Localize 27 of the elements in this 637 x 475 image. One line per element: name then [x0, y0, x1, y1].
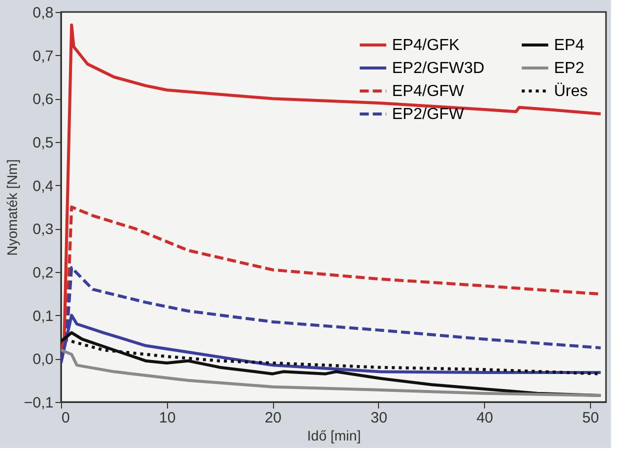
- y-tick-label: 0,7: [32, 48, 54, 65]
- legend-label: EP4/GFK: [392, 37, 460, 54]
- x-tick-label: 50: [582, 410, 599, 426]
- y-tick-label: 0,6: [32, 91, 54, 108]
- y-tick-label: 0,3: [32, 221, 54, 238]
- y-tick-label: 0,2: [32, 264, 54, 282]
- legend-label: Üres: [554, 82, 588, 100]
- legend-label: EP2: [554, 60, 584, 77]
- legend-label: EP2/GFW3D: [392, 60, 484, 77]
- x-tick-label: 30: [370, 410, 388, 426]
- y-axis-title: Nyomaték [Nm]: [4, 159, 20, 256]
- legend-label: EP4: [554, 37, 584, 54]
- line-series: [61, 348, 602, 397]
- y-tick-label: 0,0: [32, 351, 54, 368]
- line-series: [61, 24, 602, 352]
- legend-label: EP2/GFW: [392, 106, 465, 123]
- x-tick-label: 10: [158, 410, 176, 426]
- x-tick-label: 40: [476, 410, 494, 426]
- y-tick-label: 0,5: [32, 134, 54, 152]
- y-tick-label: 0,8: [32, 4, 54, 22]
- y-tick-label: 0,4: [32, 178, 54, 195]
- y-tick-label: 0,1: [32, 308, 54, 325]
- y-tick-label: −0,1: [24, 394, 54, 412]
- legend-label: EP4/GFW: [392, 83, 465, 100]
- x-tick-label: 0: [62, 410, 70, 426]
- x-tick-label: 20: [264, 410, 282, 426]
- x-axis-title: Idő [min]: [307, 428, 361, 444]
